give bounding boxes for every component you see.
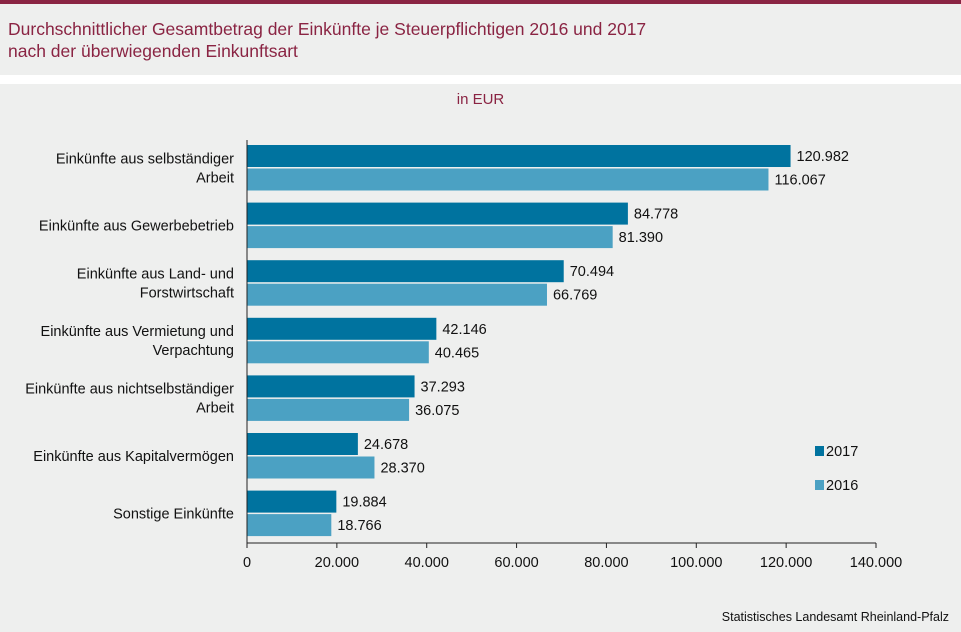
x-tick-label-6: 120.000 [760, 555, 812, 571]
category-label-0-0: Einkünfte aus selbständiger [56, 151, 234, 167]
bar-2016-4 [247, 398, 410, 421]
data-label-2017-6: 19.884 [342, 495, 386, 511]
bar-2016-0 [247, 168, 769, 191]
category-label-6-0: Sonstige Einkünfte [113, 506, 234, 522]
data-label-2017-4: 37.293 [421, 379, 465, 395]
category-label-1-0: Einkünfte aus Gewerbebetrieb [39, 218, 234, 234]
bar-2016-6 [247, 514, 332, 537]
data-label-2016-5: 28.370 [380, 461, 424, 477]
x-tick-label-7: 140.000 [850, 555, 902, 571]
x-tick-label-4: 80.000 [584, 555, 628, 571]
category-label-3-0: Einkünfte aus Vermietung und [41, 324, 234, 340]
bar-2017-1 [247, 202, 628, 225]
chart-title-line-1: Durchschnittlicher Gesamtbetrag der Eink… [8, 19, 647, 39]
chart-title-line-2: nach der überwiegenden Einkunftsart [8, 41, 298, 61]
bar-2016-2 [247, 283, 547, 306]
legend-label-2017: 2017 [826, 444, 858, 460]
category-label-3-1: Verpachtung [153, 343, 234, 359]
x-tick-label-3: 60.000 [494, 555, 538, 571]
bar-2016-1 [247, 226, 613, 249]
x-tick-label-0: 0 [243, 555, 251, 571]
bar-2016-3 [247, 341, 429, 364]
data-label-2017-0: 120.982 [797, 149, 849, 165]
bar-2017-6 [247, 490, 337, 513]
data-label-2017-5: 24.678 [364, 437, 408, 453]
unit-label: in EUR [456, 91, 505, 108]
data-label-2016-0: 116.067 [774, 173, 825, 189]
bar-2017-4 [247, 375, 415, 398]
data-label-2016-4: 36.075 [415, 403, 459, 419]
title-area: Durchschnittlicher Gesamtbetrag der Eink… [0, 4, 961, 75]
data-label-2016-3: 40.465 [435, 345, 479, 361]
legend-swatch-2017 [815, 446, 824, 456]
category-label-2-1: Forstwirtschaft [140, 285, 234, 301]
bar-2017-2 [247, 260, 564, 283]
category-label-4-1: Arbeit [196, 401, 234, 417]
x-tick-label-2: 40.000 [405, 555, 449, 571]
legend-swatch-2016 [815, 480, 824, 490]
bar-2017-5 [247, 433, 358, 455]
x-tick-label-1: 20.000 [315, 555, 359, 571]
divider-strip [0, 75, 961, 84]
category-label-5-0: Einkünfte aus Kapitalvermögen [33, 449, 234, 465]
data-label-2016-1: 81.390 [619, 230, 663, 246]
category-label-4-0: Einkünfte aus nichtselbständiger [25, 382, 234, 398]
bar-2017-3 [247, 317, 437, 340]
data-label-2017-1: 84.778 [634, 207, 678, 223]
bar-2017-0 [247, 145, 791, 167]
data-label-2017-3: 42.146 [442, 322, 486, 338]
data-label-2016-2: 66.769 [553, 288, 597, 304]
category-label-0-1: Arbeit [196, 170, 234, 186]
data-label-2016-6: 18.766 [337, 518, 381, 534]
category-label-2-0: Einkünfte aus Land- und [77, 266, 234, 282]
chart-title: Durchschnittlicher Gesamtbetrag der Eink… [8, 18, 768, 62]
bar-2016-5 [247, 456, 375, 479]
top-accent-bar [0, 0, 961, 4]
source-note: Statistisches Landesamt Rheinland-Pfalz [721, 610, 949, 624]
x-tick-label-5: 100.000 [670, 555, 722, 571]
data-label-2017-2: 70.494 [570, 264, 614, 280]
legend-label-2016: 2016 [826, 478, 858, 494]
